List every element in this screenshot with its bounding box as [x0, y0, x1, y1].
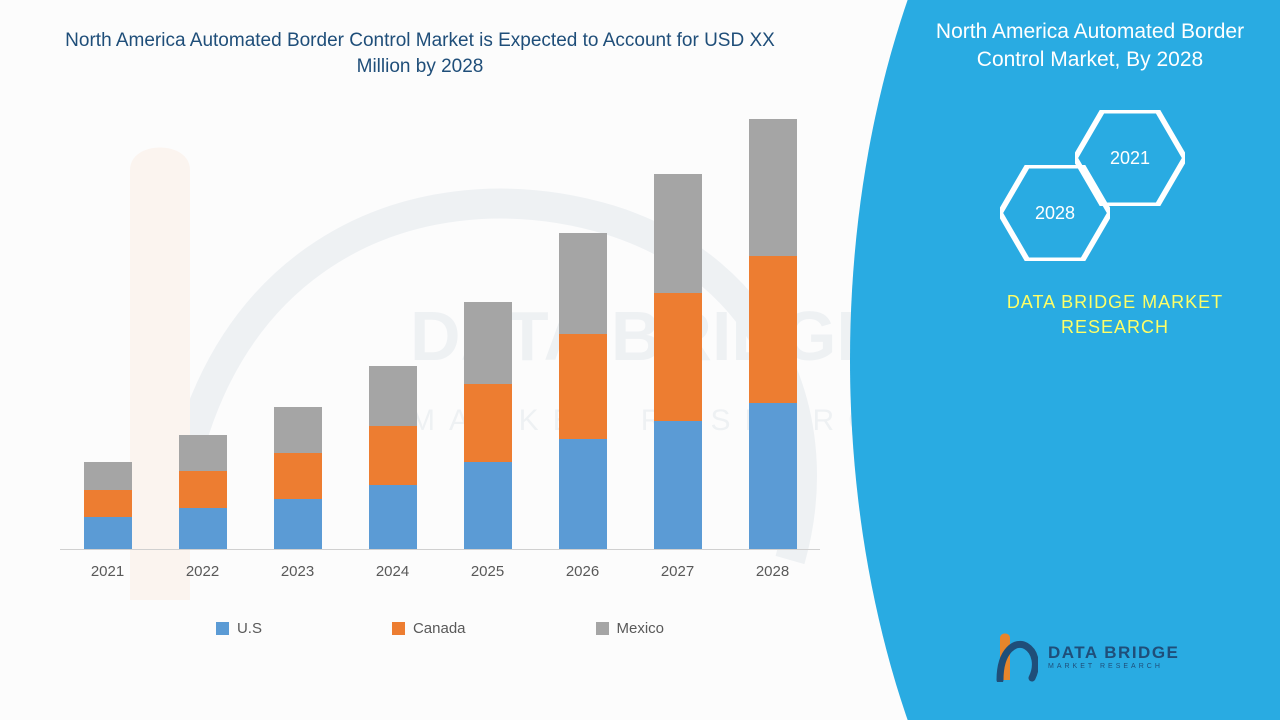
x-axis-labels: 2021 2022 2023 2024 2025 2026 2027 2028 [60, 563, 820, 580]
x-axis-label: 2025 [471, 563, 504, 580]
x-axis-label: 2022 [186, 563, 219, 580]
chart-legend: U.S Canada Mexico [60, 620, 820, 637]
bar-segment [274, 499, 322, 549]
hexagon-graphic: 2021 2028 [970, 110, 1230, 310]
bar-segment [749, 119, 797, 256]
x-axis-label: 2028 [756, 563, 789, 580]
bar-chart: 2021 2022 2023 2024 2025 2026 2027 2028 [60, 120, 820, 580]
x-axis-label: 2024 [376, 563, 409, 580]
bar-segment [464, 302, 512, 384]
legend-label: Mexico [617, 620, 665, 637]
bar-stack [559, 233, 607, 549]
bar-segment [179, 435, 227, 472]
legend-item: U.S [216, 620, 262, 637]
chart-title: North America Automated Border Control M… [40, 28, 800, 79]
side-panel: North America Automated Border Control M… [850, 0, 1280, 720]
bar-segment [84, 462, 132, 489]
legend-swatch [216, 622, 229, 635]
bar-stack [654, 174, 702, 549]
logo-line1: DATA BRIDGE [1048, 643, 1179, 663]
logo-line2: MARKET RESEARCH [1048, 663, 1179, 670]
x-axis-label: 2026 [566, 563, 599, 580]
x-axis-label: 2027 [661, 563, 694, 580]
bar-stack [274, 407, 322, 549]
bar-segment [654, 421, 702, 549]
x-axis-label: 2021 [91, 563, 124, 580]
hex-label-front: 2028 [1035, 203, 1075, 224]
bar-stack [464, 302, 512, 549]
logo-mark-icon [990, 630, 1038, 682]
legend-label: U.S [237, 620, 262, 637]
bar-segment [559, 334, 607, 439]
infographic-page: DATA BRIDGE MARKET RESEARCH North Americ… [0, 0, 1280, 720]
bar-segment [369, 485, 417, 549]
bar-segment [464, 462, 512, 549]
legend-item: Canada [392, 620, 466, 637]
bar-stack [84, 462, 132, 549]
bar-segment [369, 366, 417, 425]
bar-segment [749, 403, 797, 549]
bar-segment [749, 256, 797, 402]
bar-segment [464, 384, 512, 462]
legend-item: Mexico [596, 620, 665, 637]
bar-segment [179, 471, 227, 508]
company-logo: DATA BRIDGE MARKET RESEARCH [990, 627, 1230, 685]
bar-segment [274, 407, 322, 453]
bar-segment [84, 517, 132, 549]
bar-segment [559, 439, 607, 549]
side-panel-title: North America Automated Border Control M… [920, 18, 1260, 75]
bar-segment [654, 293, 702, 421]
bar-segment [654, 174, 702, 293]
x-axis-label: 2023 [281, 563, 314, 580]
bar-segment [559, 233, 607, 334]
legend-swatch [596, 622, 609, 635]
bar-segment [179, 508, 227, 549]
bar-stack [369, 366, 417, 549]
legend-swatch [392, 622, 405, 635]
brand-text: DATA BRIDGE MARKET RESEARCH [970, 290, 1260, 340]
bar-stack [749, 119, 797, 549]
bar-segment [274, 453, 322, 499]
bar-segment [369, 426, 417, 485]
bar-stack [179, 435, 227, 549]
bar-segment [84, 490, 132, 517]
bars-container [60, 120, 820, 550]
legend-label: Canada [413, 620, 466, 637]
hex-label-back: 2021 [1110, 148, 1150, 169]
